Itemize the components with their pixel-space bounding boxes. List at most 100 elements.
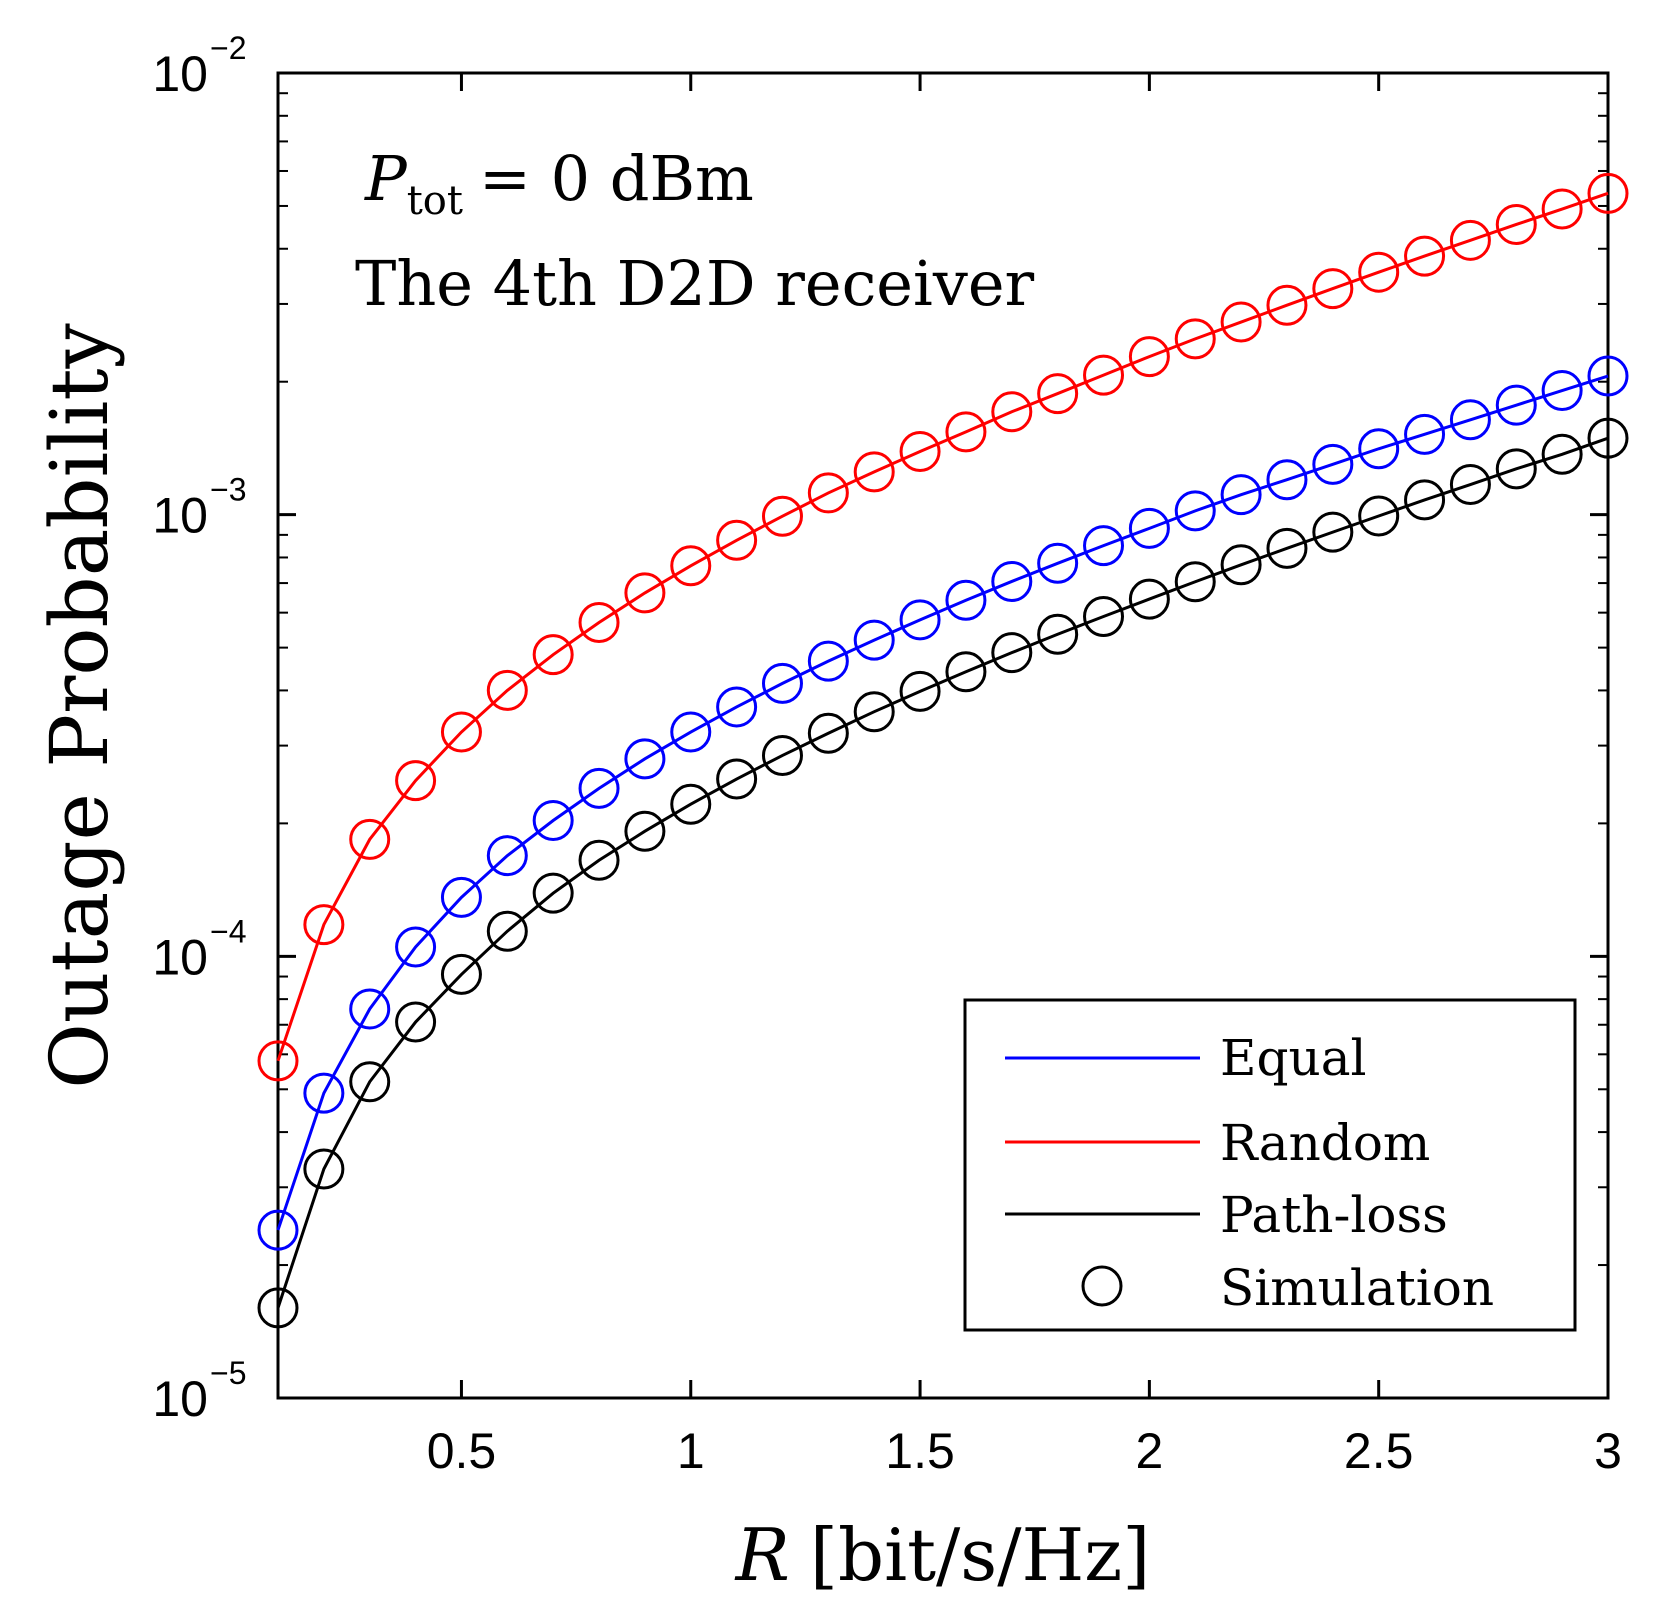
data-point-path-loss (1037, 613, 1079, 655)
data-point-path-loss (1083, 596, 1125, 638)
x-tick-label: 1 (677, 1423, 705, 1479)
data-point-random (1541, 188, 1583, 230)
legend-label-random: Random (1220, 1114, 1430, 1172)
y-axis-label: Outage Probability (33, 323, 126, 1088)
data-point-random (349, 818, 391, 860)
data-point-random (945, 411, 987, 453)
data-point-random (1266, 284, 1308, 326)
data-point-equal (1174, 490, 1216, 532)
data-point-path-loss (1312, 511, 1354, 553)
data-point-path-loss (486, 910, 528, 952)
data-point-path-loss (853, 691, 895, 733)
x-axis-label: R [bit/s/Hz] (734, 1513, 1151, 1597)
legend-label-equal: Equal (1220, 1029, 1367, 1087)
data-point-random (1037, 373, 1079, 415)
data-point-random (1312, 268, 1354, 310)
data-point-random (1587, 172, 1629, 214)
data-point-random (716, 519, 758, 561)
series-path-loss (257, 417, 1629, 1329)
series-line-path-loss (276, 436, 1609, 1309)
data-point-equal (1220, 474, 1262, 516)
annotation-power-value: = 0 dBm (479, 142, 754, 215)
data-point-equal (991, 560, 1033, 602)
data-point-path-loss (807, 712, 849, 754)
annotation-power-var: P (364, 142, 408, 215)
data-point-path-loss (899, 670, 941, 712)
data-point-random (440, 711, 482, 753)
data-point-path-loss (761, 734, 803, 776)
y-tick-exponent: −4 (210, 913, 246, 949)
data-point-equal (853, 619, 895, 661)
data-point-random (853, 451, 895, 493)
data-point-random (1404, 235, 1446, 277)
axis-ticks: 0.5 1 1.5 2 2.5 310−210−310−410−5 (152, 30, 1622, 1479)
data-point-random (303, 904, 345, 946)
data-point-path-loss (257, 1287, 299, 1329)
data-point-equal (1083, 525, 1125, 567)
data-point-equal (670, 711, 712, 753)
data-point-path-loss (532, 872, 574, 914)
data-point-path-loss (624, 810, 666, 852)
data-point-random (670, 545, 712, 587)
data-point-equal (807, 640, 849, 682)
legend-swatch-simulation (1081, 1265, 1123, 1307)
data-point-random (1083, 354, 1125, 396)
series-random (257, 172, 1629, 1082)
data-point-path-loss (349, 1061, 391, 1103)
data-point-equal (899, 599, 941, 641)
data-point-random (1449, 219, 1491, 261)
series-equal (257, 355, 1629, 1251)
data-point-equal (624, 738, 666, 780)
data-point-path-loss (945, 651, 987, 693)
data-point-equal (440, 876, 482, 918)
data-point-path-loss (1358, 495, 1400, 537)
data-point-random (1495, 203, 1537, 245)
data-point-path-loss (1128, 578, 1170, 620)
legend: Equal Random Path-loss Simulation (963, 998, 1577, 1332)
data-point-path-loss (670, 783, 712, 825)
data-point-random (532, 634, 574, 676)
series-layer (257, 172, 1629, 1329)
legend-label-simulation: Simulation (1220, 1259, 1494, 1317)
data-point-equal (578, 767, 620, 809)
y-tick-label: 10 (152, 46, 208, 102)
data-point-equal (1587, 355, 1629, 397)
data-point-equal (486, 835, 528, 877)
data-point-equal (945, 579, 987, 621)
data-point-equal (761, 662, 803, 704)
data-point-random (761, 495, 803, 537)
data-point-path-loss (1404, 479, 1446, 521)
x-tick-label: 3 (1594, 1423, 1622, 1479)
y-tick-base: 10 (152, 46, 208, 102)
data-point-equal (1495, 384, 1537, 426)
data-point-path-loss (1449, 464, 1491, 506)
data-point-path-loss (1220, 544, 1262, 586)
data-point-random (899, 431, 941, 473)
data-point-random (807, 472, 849, 514)
y-tick-exponent: −3 (210, 472, 246, 508)
data-point-path-loss (1587, 417, 1629, 459)
x-axis-label-var: R (734, 1513, 790, 1597)
data-point-path-loss (303, 1148, 345, 1190)
data-point-random (1220, 301, 1262, 343)
data-point-equal (1358, 428, 1400, 470)
data-point-path-loss (716, 758, 758, 800)
legend-box (963, 998, 1577, 1332)
data-point-random (1358, 251, 1400, 293)
y-tick-label: 10 (152, 929, 208, 985)
data-point-path-loss (1174, 561, 1216, 603)
data-point-path-loss (1541, 433, 1583, 475)
data-point-equal (1404, 413, 1446, 455)
y-tick-exponent: −5 (210, 1355, 246, 1391)
data-point-path-loss (991, 632, 1033, 674)
y-tick-base: 10 (152, 488, 208, 544)
x-tick-label: 1.5 (885, 1423, 955, 1479)
plot-area (276, 71, 1610, 1400)
data-point-equal (303, 1072, 345, 1114)
series-line-random (276, 191, 1609, 1062)
y-tick-base: 10 (152, 1371, 208, 1427)
data-point-equal (395, 926, 437, 968)
data-point-random (991, 391, 1033, 433)
data-point-path-loss (1495, 448, 1537, 490)
